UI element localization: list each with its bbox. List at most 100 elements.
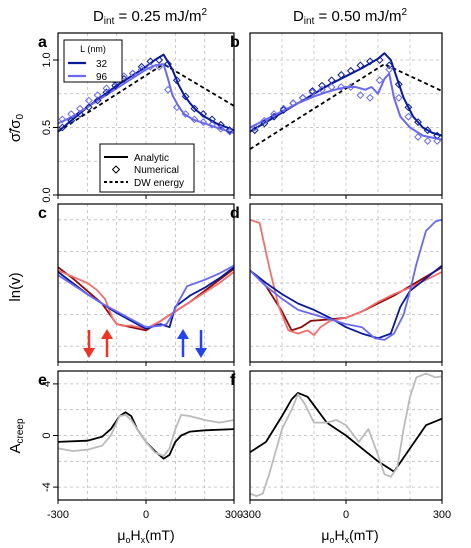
data-point-numerical_L32 [76, 110, 84, 118]
data-point-numerical_L96 [216, 124, 225, 133]
data-point-numerical_L32 [172, 76, 181, 85]
data-point-numerical_L32 [394, 80, 403, 89]
x-tick-label: 0 [343, 509, 349, 521]
data-point-numerical_L96 [128, 69, 137, 78]
data-point-numerical_L32 [58, 123, 67, 132]
data-point-numerical_L96 [260, 116, 269, 125]
y-tick-label: 0.5 [41, 120, 53, 135]
data-point-numerical_L32 [199, 110, 208, 118]
data-point-numerical_L32 [146, 57, 155, 66]
panels: a 0.0 0.5 1.0 b c d e -4 0 4 -300 0 300 f -300 0 300 [38, 32, 451, 521]
y-tick-label: -4 [41, 482, 53, 492]
ylabel-sigma: σ̃/σ0 [7, 113, 26, 142]
arrow-red-down [83, 330, 95, 358]
data-point-numerical_L96 [356, 91, 365, 100]
panel-letter: b [230, 34, 240, 51]
data-point-numerical_L96 [366, 93, 374, 102]
data-point-numerical_L32 [346, 66, 355, 75]
panel-f: f -300 0 300 [230, 370, 451, 521]
data-point-numerical_L96 [172, 103, 181, 112]
data-point-numerical_L96 [433, 137, 442, 145]
series-line-black [249, 391, 443, 473]
x-tick-label: -300 [47, 509, 69, 521]
legend-L: L (nm) 32 96 [63, 39, 123, 83]
data-point-numerical_L96 [137, 65, 146, 74]
ylabel-lnv: ln(v) [7, 272, 24, 301]
panel-e: e -4 0 4 -300 0 300 [38, 370, 243, 521]
data-point-numerical_L32 [84, 103, 93, 112]
legend-L-title: L (nm) [80, 44, 106, 54]
y-tick-label: 4 [41, 381, 53, 387]
legend-style-marker-numerical [111, 165, 121, 174]
data-point-numerical_L96 [164, 85, 172, 94]
data-point-numerical_L32 [375, 56, 384, 64]
data-point-numerical_L96 [404, 112, 413, 121]
ylabel-acreep: Acreep [7, 418, 26, 453]
data-point-numerical_L96 [250, 123, 259, 132]
data-point-numerical_L96 [155, 62, 164, 71]
data-point-numerical_L96 [298, 93, 307, 102]
panel-b: b [230, 32, 443, 199]
series-line-gray [249, 372, 443, 498]
data-point-numerical_L96 [394, 93, 403, 102]
y-tick-label: 0.0 [41, 187, 53, 202]
data-point-numerical_L96 [308, 88, 317, 97]
panel-letter: d [230, 205, 240, 222]
data-point-numerical_L32 [208, 115, 216, 124]
panel-d: d [230, 203, 443, 366]
y-tick-label: 1.0 [41, 52, 53, 67]
data-point-numerical_L96 [58, 115, 67, 124]
panel-c: c [38, 203, 235, 366]
legend-L-label-32: 32 [96, 59, 108, 70]
x-tick-label: -300 [239, 509, 261, 521]
arrow-blue-up [177, 329, 189, 357]
legend-L-label-96: 96 [96, 72, 108, 83]
data-point-numerical_L96 [199, 118, 208, 127]
xlabel-right: μoHx(mT) [321, 527, 378, 545]
series-line-light_red [57, 269, 235, 330]
legend-style-label-analytic: Analytic [134, 153, 169, 164]
data-point-numerical_L96 [337, 83, 346, 91]
data-point-numerical_L32 [93, 96, 102, 105]
legend-style-box [99, 143, 195, 193]
data-point-numerical_L96 [385, 65, 394, 74]
data-point-numerical_L32 [308, 87, 317, 95]
x-tick-label: 300 [433, 509, 451, 521]
data-point-numerical_L32 [181, 92, 190, 101]
col-title-2: Dint = 0.50 mJ/m2 [293, 7, 408, 27]
x-tick-label: 300 [225, 509, 243, 521]
data-point-numerical_L96 [67, 110, 76, 118]
data-point-numerical_L32 [279, 106, 288, 114]
data-point-numerical_L96 [270, 110, 278, 118]
data-point-numerical_L32 [356, 61, 365, 70]
panel-letter: e [38, 372, 47, 389]
data-point-numerical_L32 [423, 126, 432, 135]
data-point-numerical_L96 [414, 133, 422, 141]
data-point-numerical_L96 [327, 83, 336, 91]
data-point-numerical_L32 [404, 103, 413, 112]
data-point-numerical_L96 [102, 84, 111, 93]
data-point-numerical_L32 [137, 62, 146, 71]
data-point-numerical_L96 [289, 99, 298, 108]
data-point-numerical_L96 [346, 83, 355, 91]
y-tick-label: 0 [41, 432, 53, 438]
data-point-numerical_L32 [318, 81, 326, 90]
data-point-numerical_L96 [208, 120, 216, 129]
arrow-red-up [101, 329, 113, 357]
panel-a: a 0.0 0.5 1.0 [38, 32, 235, 203]
legend-style: Analytic Numerical DW energy [99, 143, 195, 193]
data-point-numerical_L32 [67, 116, 76, 125]
arrow-blue-down [195, 330, 207, 358]
legend-style-label-numerical: Numerical [134, 165, 179, 176]
col-title-1: Dint = 0.25 mJ/m2 [93, 7, 208, 27]
x-tick-label: 0 [143, 509, 149, 521]
legend-style-label-dw: DW energy [134, 178, 184, 189]
panel-letter: c [38, 205, 47, 222]
data-point-numerical_L96 [76, 104, 84, 113]
series-line-light_blue [249, 218, 443, 341]
data-point-numerical_L32 [102, 88, 111, 97]
data-point-numerical_L96 [318, 85, 326, 94]
series-line-light_blue [57, 264, 235, 329]
data-point-numerical_L32 [225, 126, 234, 135]
